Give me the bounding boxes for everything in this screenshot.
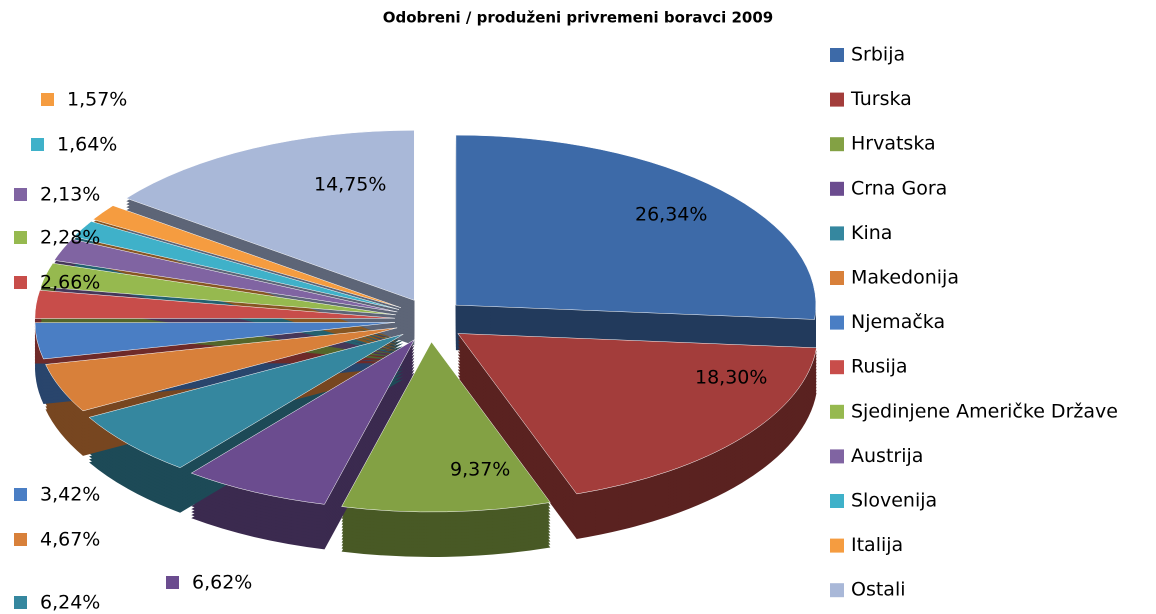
data-label: 2,66% bbox=[40, 272, 100, 294]
data-label: 18,30% bbox=[695, 367, 767, 389]
slice bbox=[34, 322, 396, 360]
data-label: 26,34% bbox=[635, 204, 707, 226]
label-marker bbox=[14, 188, 27, 201]
slice bbox=[88, 334, 404, 468]
label-marker bbox=[166, 576, 179, 589]
slice bbox=[45, 327, 398, 412]
legend-label: Ostali bbox=[851, 579, 906, 601]
data-label: 1,64% bbox=[57, 134, 117, 156]
data-label: 2,13% bbox=[40, 184, 100, 206]
slice bbox=[457, 333, 817, 495]
legend-swatch bbox=[830, 494, 844, 508]
slice bbox=[125, 130, 415, 301]
label-marker bbox=[609, 208, 622, 221]
data-label: 6,24% bbox=[40, 592, 100, 614]
legend-label: Turska bbox=[850, 88, 912, 110]
label-marker bbox=[41, 93, 54, 106]
data-label: 2,28% bbox=[40, 227, 100, 249]
label-marker bbox=[14, 533, 27, 546]
chart-title: Odobreni / produženi privremeni boravci … bbox=[383, 9, 773, 27]
legend-swatch bbox=[830, 226, 844, 241]
legend-label: Slovenija bbox=[851, 490, 937, 512]
legend-label: Hrvatska bbox=[851, 133, 936, 155]
slice bbox=[73, 221, 400, 310]
legend-swatch bbox=[830, 583, 844, 598]
legend-swatch bbox=[830, 360, 844, 375]
slice bbox=[40, 262, 396, 316]
data-label: 9,37% bbox=[450, 459, 510, 481]
label-marker bbox=[14, 596, 27, 609]
label-marker bbox=[14, 276, 27, 289]
slice bbox=[341, 341, 551, 513]
data-label: 4,67% bbox=[40, 529, 100, 551]
label-marker bbox=[424, 463, 437, 476]
label-marker bbox=[669, 371, 682, 384]
legend-label: Sjedinjene Američke Države bbox=[851, 400, 1118, 422]
legend-label: Crna Gora bbox=[851, 177, 947, 199]
data-label: 3,42% bbox=[40, 484, 100, 506]
data-label: 6,62% bbox=[192, 572, 252, 594]
legend-swatch bbox=[830, 449, 844, 464]
legend-swatch bbox=[830, 92, 844, 107]
legend-label: Srbija bbox=[851, 44, 905, 66]
slice bbox=[190, 339, 416, 505]
legend-swatch bbox=[830, 137, 844, 152]
legend-label: Kina bbox=[851, 222, 892, 244]
legend-label: Rusija bbox=[851, 356, 908, 378]
legend-swatch bbox=[830, 538, 844, 553]
legend-label: Njemačka bbox=[851, 311, 945, 333]
legend-label: Italija bbox=[851, 534, 903, 556]
legend-label: Makedonija bbox=[851, 267, 959, 289]
slice bbox=[92, 205, 401, 308]
data-label: 14,75% bbox=[314, 174, 386, 196]
pie-tops bbox=[34, 130, 817, 513]
legend-swatch bbox=[830, 315, 844, 330]
legend-swatch bbox=[830, 404, 844, 419]
label-marker bbox=[14, 231, 27, 244]
legend-swatch bbox=[830, 181, 844, 196]
label-marker bbox=[14, 488, 27, 501]
slice bbox=[455, 134, 817, 320]
data-label: 1,57% bbox=[67, 89, 127, 111]
slice bbox=[53, 238, 398, 313]
slice bbox=[34, 290, 395, 319]
legend-label: Austrija bbox=[851, 445, 923, 467]
legend-swatch bbox=[830, 271, 844, 285]
legend-swatch bbox=[830, 48, 844, 62]
label-marker bbox=[31, 138, 44, 151]
label-marker bbox=[288, 178, 301, 191]
